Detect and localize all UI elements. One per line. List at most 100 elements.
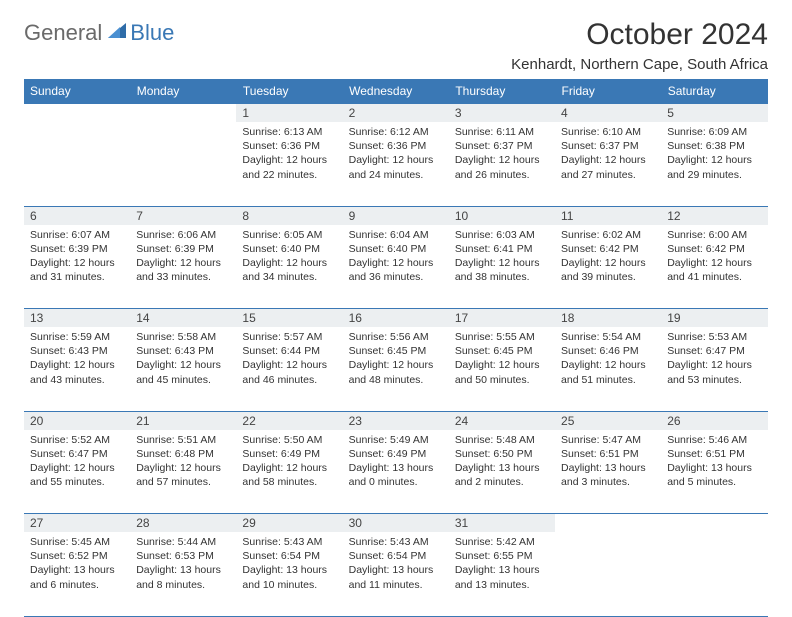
day-content-cell: Sunrise: 5:49 AMSunset: 6:49 PMDaylight:… (343, 430, 449, 514)
day-content-cell: Sunrise: 5:57 AMSunset: 6:44 PMDaylight:… (236, 327, 342, 411)
daylight-text: Daylight: 12 hours and 33 minutes. (136, 256, 230, 284)
day-content-cell: Sunrise: 5:54 AMSunset: 6:46 PMDaylight:… (555, 327, 661, 411)
day-header: Wednesday (343, 79, 449, 104)
daylight-text: Daylight: 12 hours and 39 minutes. (561, 256, 655, 284)
day-content-cell: Sunrise: 5:59 AMSunset: 6:43 PMDaylight:… (24, 327, 130, 411)
day-number-cell: 27 (24, 514, 130, 533)
logo-text-general: General (24, 20, 102, 46)
location-text: Kenhardt, Northern Cape, South Africa (511, 56, 768, 73)
daylight-text: Daylight: 13 hours and 0 minutes. (349, 461, 443, 489)
day-content-cell: Sunrise: 5:58 AMSunset: 6:43 PMDaylight:… (130, 327, 236, 411)
day-number-cell: 10 (449, 206, 555, 225)
sunset-text: Sunset: 6:54 PM (349, 549, 443, 563)
daylight-text: Daylight: 12 hours and 34 minutes. (242, 256, 336, 284)
sunrise-text: Sunrise: 5:50 AM (242, 433, 336, 447)
sunrise-text: Sunrise: 6:04 AM (349, 228, 443, 242)
day-content-cell: Sunrise: 5:47 AMSunset: 6:51 PMDaylight:… (555, 430, 661, 514)
logo-sail-icon (106, 21, 128, 46)
sunrise-text: Sunrise: 5:53 AM (667, 330, 761, 344)
logo: General Blue (24, 20, 174, 46)
day-content-cell (24, 122, 130, 206)
sunset-text: Sunset: 6:49 PM (349, 447, 443, 461)
sunset-text: Sunset: 6:39 PM (30, 242, 124, 256)
sunrise-text: Sunrise: 6:02 AM (561, 228, 655, 242)
daylight-text: Daylight: 12 hours and 45 minutes. (136, 358, 230, 386)
day-content-row: Sunrise: 6:07 AMSunset: 6:39 PMDaylight:… (24, 225, 768, 309)
day-number-row: 13141516171819 (24, 309, 768, 328)
logo-text-blue: Blue (130, 20, 174, 46)
day-content-cell: Sunrise: 5:50 AMSunset: 6:49 PMDaylight:… (236, 430, 342, 514)
sunrise-text: Sunrise: 6:09 AM (667, 125, 761, 139)
sunset-text: Sunset: 6:43 PM (30, 344, 124, 358)
day-number-cell: 18 (555, 309, 661, 328)
sunset-text: Sunset: 6:41 PM (455, 242, 549, 256)
calendar-table: Sunday Monday Tuesday Wednesday Thursday… (24, 79, 768, 617)
sunset-text: Sunset: 6:52 PM (30, 549, 124, 563)
day-number-row: 2728293031 (24, 514, 768, 533)
daylight-text: Daylight: 12 hours and 51 minutes. (561, 358, 655, 386)
day-number-cell: 4 (555, 104, 661, 123)
day-number-cell: 15 (236, 309, 342, 328)
day-number-cell: 11 (555, 206, 661, 225)
day-number-cell: 21 (130, 411, 236, 430)
day-content-cell: Sunrise: 6:13 AMSunset: 6:36 PMDaylight:… (236, 122, 342, 206)
sunset-text: Sunset: 6:51 PM (667, 447, 761, 461)
sunrise-text: Sunrise: 6:06 AM (136, 228, 230, 242)
sunset-text: Sunset: 6:38 PM (667, 139, 761, 153)
sunrise-text: Sunrise: 6:10 AM (561, 125, 655, 139)
sunset-text: Sunset: 6:50 PM (455, 447, 549, 461)
day-number-cell: 19 (661, 309, 767, 328)
sunrise-text: Sunrise: 6:00 AM (667, 228, 761, 242)
daylight-text: Daylight: 12 hours and 36 minutes. (349, 256, 443, 284)
day-number-cell: 17 (449, 309, 555, 328)
page-header: General Blue October 2024 Kenhardt, Nort… (24, 18, 768, 73)
day-content-cell: Sunrise: 6:00 AMSunset: 6:42 PMDaylight:… (661, 225, 767, 309)
daylight-text: Daylight: 13 hours and 6 minutes. (30, 563, 124, 591)
day-header: Thursday (449, 79, 555, 104)
day-content-cell: Sunrise: 5:43 AMSunset: 6:54 PMDaylight:… (236, 532, 342, 616)
sunrise-text: Sunrise: 5:57 AM (242, 330, 336, 344)
daylight-text: Daylight: 12 hours and 38 minutes. (455, 256, 549, 284)
day-content-cell: Sunrise: 5:48 AMSunset: 6:50 PMDaylight:… (449, 430, 555, 514)
day-number-cell (661, 514, 767, 533)
day-number-cell: 7 (130, 206, 236, 225)
sunset-text: Sunset: 6:44 PM (242, 344, 336, 358)
day-header: Friday (555, 79, 661, 104)
sunset-text: Sunset: 6:45 PM (349, 344, 443, 358)
sunrise-text: Sunrise: 5:44 AM (136, 535, 230, 549)
day-content-cell: Sunrise: 5:45 AMSunset: 6:52 PMDaylight:… (24, 532, 130, 616)
day-content-cell: Sunrise: 5:46 AMSunset: 6:51 PMDaylight:… (661, 430, 767, 514)
day-number-row: 12345 (24, 104, 768, 123)
day-number-cell: 5 (661, 104, 767, 123)
sunset-text: Sunset: 6:42 PM (561, 242, 655, 256)
daylight-text: Daylight: 12 hours and 26 minutes. (455, 153, 549, 181)
sunset-text: Sunset: 6:36 PM (242, 139, 336, 153)
sunset-text: Sunset: 6:37 PM (561, 139, 655, 153)
day-content-row: Sunrise: 5:59 AMSunset: 6:43 PMDaylight:… (24, 327, 768, 411)
daylight-text: Daylight: 13 hours and 3 minutes. (561, 461, 655, 489)
sunrise-text: Sunrise: 5:52 AM (30, 433, 124, 447)
month-title: October 2024 (511, 18, 768, 52)
sunset-text: Sunset: 6:49 PM (242, 447, 336, 461)
sunrise-text: Sunrise: 5:49 AM (349, 433, 443, 447)
day-content-cell: Sunrise: 6:09 AMSunset: 6:38 PMDaylight:… (661, 122, 767, 206)
sunset-text: Sunset: 6:37 PM (455, 139, 549, 153)
daylight-text: Daylight: 12 hours and 58 minutes. (242, 461, 336, 489)
day-number-cell: 24 (449, 411, 555, 430)
day-number-cell: 13 (24, 309, 130, 328)
day-number-cell: 9 (343, 206, 449, 225)
sunrise-text: Sunrise: 5:47 AM (561, 433, 655, 447)
day-number-cell: 28 (130, 514, 236, 533)
day-number-row: 6789101112 (24, 206, 768, 225)
sunrise-text: Sunrise: 5:46 AM (667, 433, 761, 447)
sunset-text: Sunset: 6:36 PM (349, 139, 443, 153)
daylight-text: Daylight: 12 hours and 57 minutes. (136, 461, 230, 489)
day-content-cell: Sunrise: 6:10 AMSunset: 6:37 PMDaylight:… (555, 122, 661, 206)
day-number-cell: 31 (449, 514, 555, 533)
day-content-cell: Sunrise: 5:55 AMSunset: 6:45 PMDaylight:… (449, 327, 555, 411)
sunset-text: Sunset: 6:39 PM (136, 242, 230, 256)
sunrise-text: Sunrise: 5:42 AM (455, 535, 549, 549)
day-content-cell: Sunrise: 6:07 AMSunset: 6:39 PMDaylight:… (24, 225, 130, 309)
daylight-text: Daylight: 12 hours and 31 minutes. (30, 256, 124, 284)
sunrise-text: Sunrise: 5:45 AM (30, 535, 124, 549)
